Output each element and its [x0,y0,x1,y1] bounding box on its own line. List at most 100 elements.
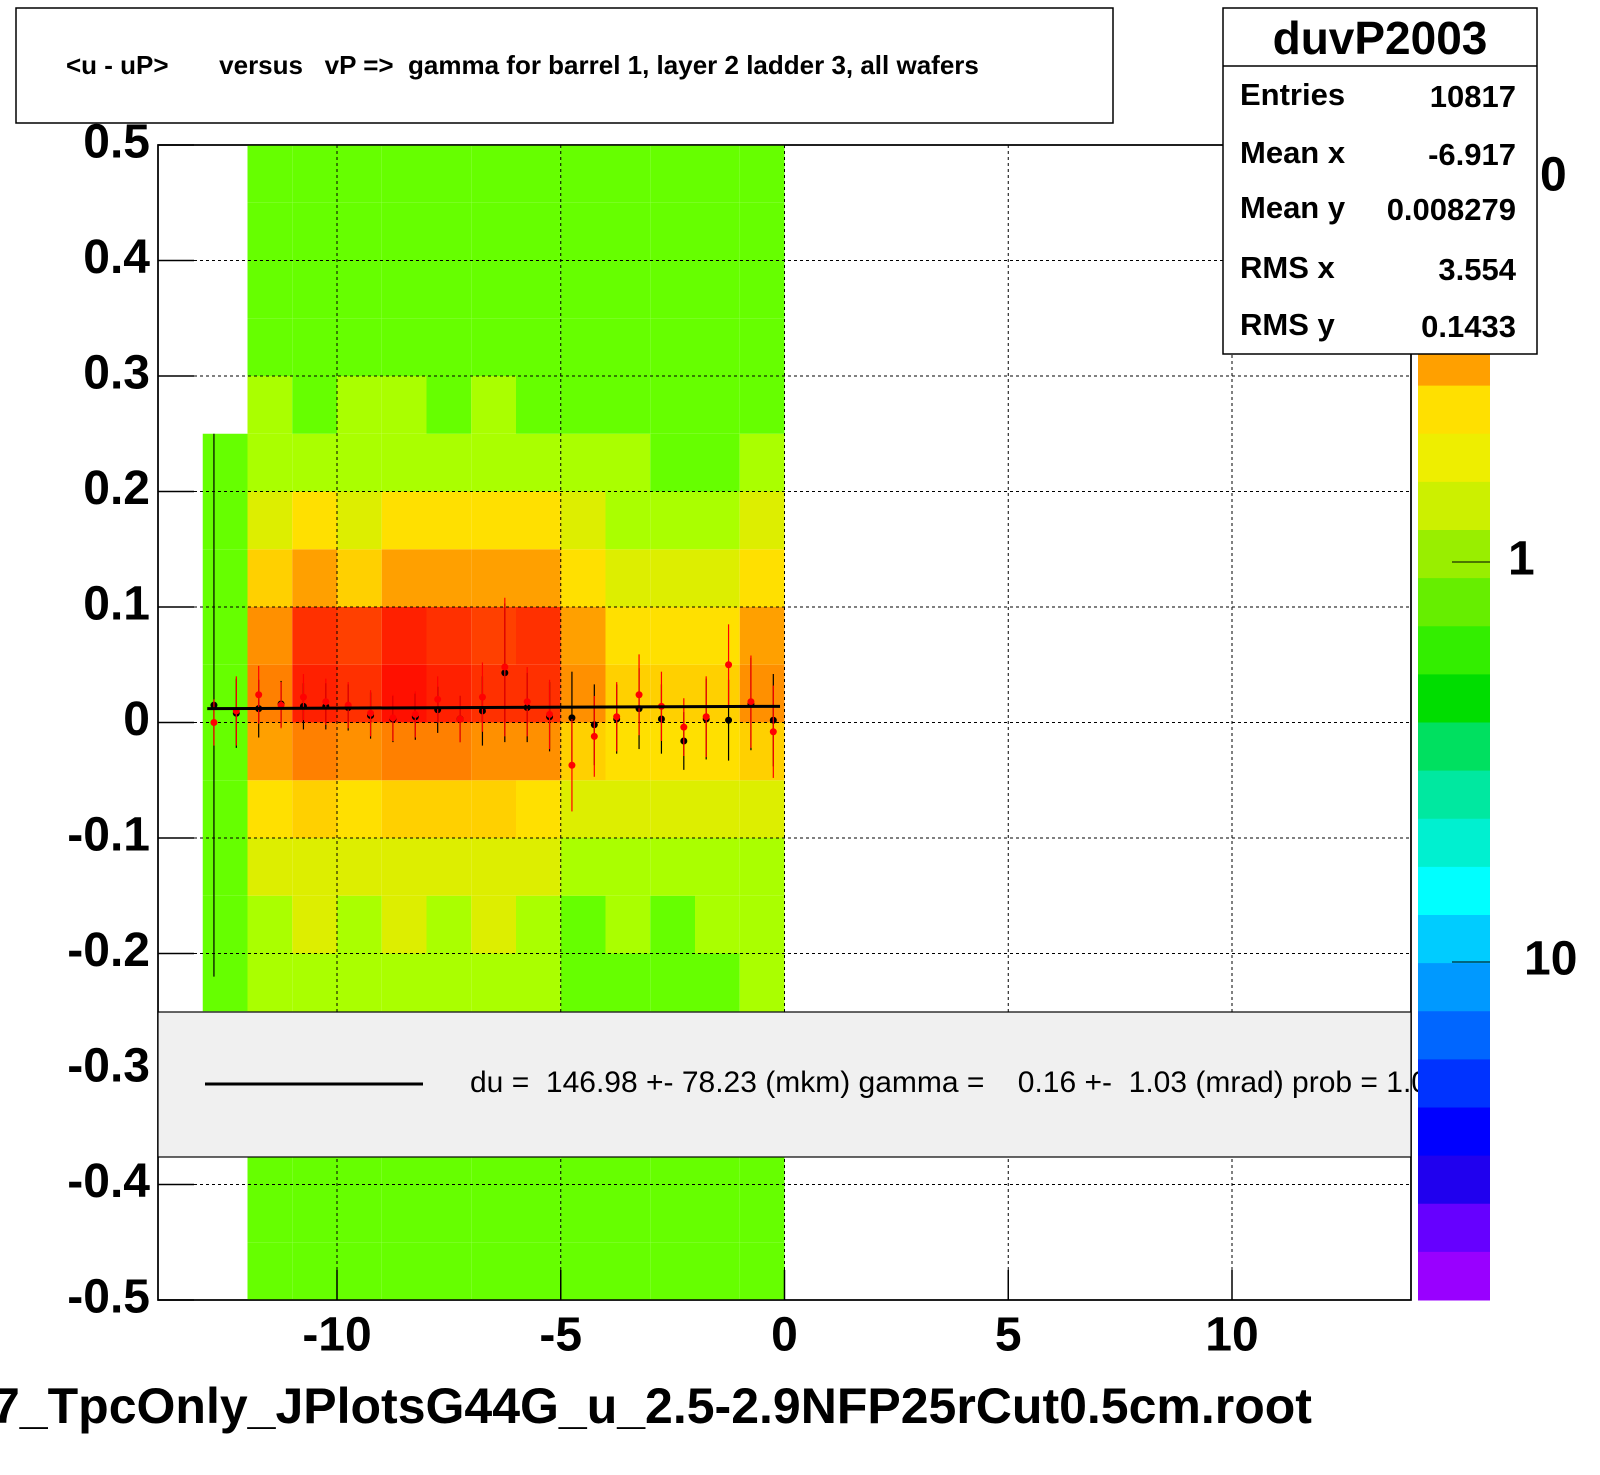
point [434,695,442,703]
heatmap-cell [516,664,561,723]
colorbar-label: 10 [1524,933,1577,986]
stats-value: 0.008279 [1387,192,1516,227]
colorbar-band [1418,1059,1490,1108]
heatmap-cell [426,202,472,261]
heatmap-cell [605,722,651,781]
heatmap-cell [471,607,516,665]
heatmap-cell [381,953,427,1012]
heatmap-cell [739,953,785,1012]
heatmap-cell [426,607,472,665]
heatmap-cell [560,202,606,261]
heatmap-cell [739,895,785,954]
heatmap-cell [695,433,740,492]
heatmap-cell [739,491,785,550]
point [725,716,733,724]
point [613,713,621,721]
heatmap-cell [560,318,606,376]
heatmap-cell [292,202,337,261]
heatmap-cell [426,895,472,954]
heatmap-cell [381,260,427,319]
heatmap-cell [516,318,561,376]
heatmap-cell [516,376,561,434]
heatmap-cell [337,491,382,550]
heatmap-cell [471,318,516,376]
colorbar-band [1418,963,1490,1012]
heatmap-cell [426,1242,472,1300]
heatmap-cell [337,202,382,261]
x-tick-label: -10 [302,1309,371,1362]
heatmap-cell [247,260,293,319]
heatmap-cell [605,376,651,434]
heatmap-cell [381,318,427,376]
heatmap-cell [739,722,785,781]
heatmap-cell [337,549,382,607]
y-tick-label: -0.3 [67,1040,150,1093]
heatmap-cell [247,1242,293,1300]
stats-value: -6.917 [1428,137,1516,172]
heatmap-cell [650,549,695,607]
heatmap-cell [739,145,785,203]
heatmap-cell [739,549,785,607]
heatmap-cell [247,433,293,492]
heatmap-cell [650,895,695,954]
heatmap-cell [471,260,516,319]
heatmap-cell [605,1184,651,1243]
y-tick-label: -0.4 [67,1155,150,1208]
point [478,693,486,701]
heatmap-cell [516,607,561,665]
heatmap-cell [426,664,472,723]
heatmap-cell [650,202,695,261]
heatmap-cell [337,838,382,896]
heatmap-cell [381,491,427,550]
heatmap-cell [247,780,293,838]
x-tick-label: 10 [1205,1309,1258,1362]
heatmap-cell [337,260,382,319]
point [635,691,643,699]
x-tick-label: -5 [539,1309,582,1362]
heatmap-cell [202,433,248,492]
heatmap-cell [426,260,472,319]
title-box [15,7,1114,124]
heatmap-cell [426,376,472,434]
heatmap-cell [739,607,785,665]
heatmap-cell [337,376,382,434]
colorbar-band [1418,674,1490,723]
point [456,715,464,723]
heatmap-cell [560,607,606,665]
heatmap-cell [695,664,740,723]
heatmap-cell [605,838,651,896]
heatmap-cell [605,318,651,376]
heatmap-cell [292,318,337,376]
heatmap-cell [471,664,516,723]
colorbar-band [1418,915,1490,964]
x-tick-label: 5 [995,1309,1022,1362]
heatmap-cell [426,318,472,376]
heatmap-cell [471,433,516,492]
point [367,709,375,717]
heatmap-cell [516,549,561,607]
stats-label: RMS x [1240,250,1336,285]
y-tick-label: 0 [123,693,150,746]
heatmap-cell [292,549,337,607]
colorbar-label: 0 [1540,149,1567,202]
y-tick-label: -0.5 [67,1271,150,1324]
heatmap-cell [650,780,695,838]
heatmap-cell [516,895,561,954]
colorbar-band [1418,1203,1490,1253]
heatmap-cell [337,433,382,492]
heatmap-cell [650,607,695,665]
heatmap-cell [202,953,248,1012]
heatmap-cell [695,838,740,896]
heatmap-cell [695,549,740,607]
heatmap-cell [202,780,248,838]
heatmap-cell [695,318,740,376]
heatmap-cell [605,953,651,1012]
point [210,719,218,726]
heatmap-cell [560,953,606,1012]
y-tick-label: 0.1 [83,578,150,631]
heatmap-cell [560,433,606,492]
point [501,663,509,671]
heatmap-cell [247,895,293,954]
heatmap-cell [426,433,472,492]
colorbar-band [1418,1011,1490,1060]
